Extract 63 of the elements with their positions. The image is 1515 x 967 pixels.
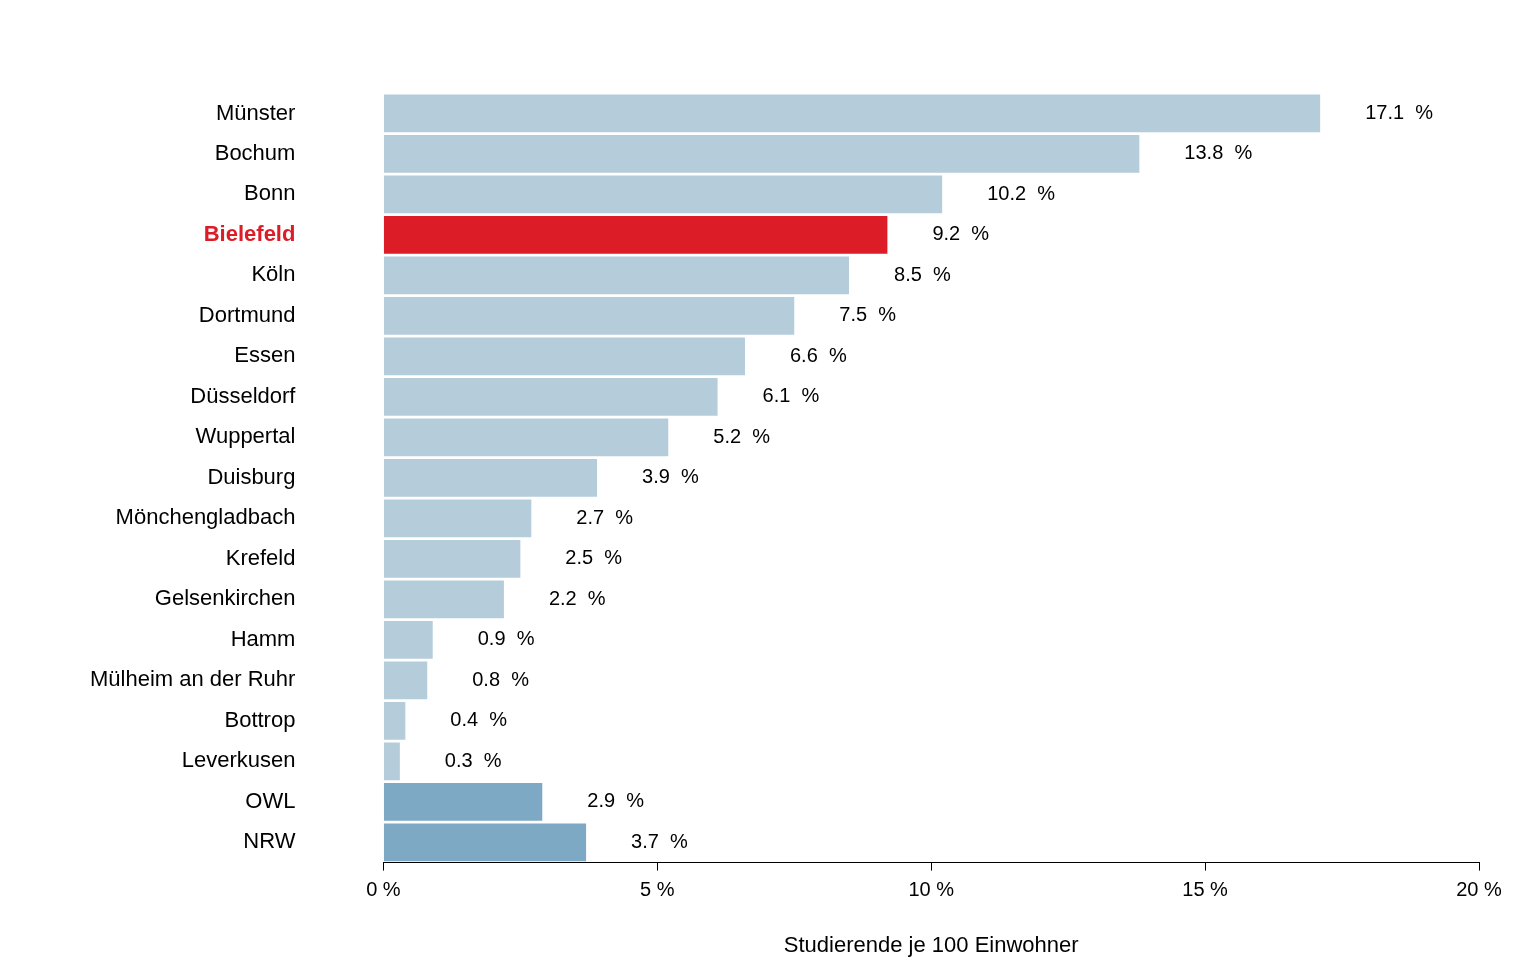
y-tick-label: Bochum [214,140,296,165]
data-label: 9.2 % [932,222,990,245]
data-label: 5.2 % [713,424,771,447]
bar [383,661,428,700]
data-label: 2.2 % [548,586,606,609]
bar [383,256,850,295]
data-label: 0.8 % [472,667,530,690]
y-tick-label: Bielefeld [203,220,296,246]
data-label: 0.3 % [444,748,502,771]
data-label: 3.9 % [642,465,699,488]
data-label: 10.2 % [987,181,1056,204]
bar [383,823,587,862]
x-tick-label: 10 % [908,878,955,901]
x-tick-label: 5 % [640,878,675,901]
bar [383,135,1140,173]
data-label: 6.1 % [762,384,820,407]
data-label: 2.5 % [565,546,623,569]
data-label: 17.1 % [1365,100,1434,123]
y-tick-label: Hamm [230,625,296,651]
data-label: 0.4 % [450,708,508,731]
x-tick-label: 15 % [1182,878,1229,901]
y-tick-label: Mülheim an der Ruhr [89,666,296,692]
bar [383,337,745,376]
data-label: 3.7 % [631,829,689,852]
bar [383,540,521,578]
bar [383,175,943,214]
y-tick-label: Dortmund [198,301,296,327]
bar [383,702,406,740]
bar [383,216,888,254]
y-tick-label: Krefeld [225,544,296,570]
bar [383,742,400,781]
bar [383,783,543,821]
y-tick-label: Essen [234,342,296,368]
bar [383,418,669,457]
y-tick-label: Leverkusen [181,747,296,773]
data-label: 8.5 % [894,262,951,285]
x-tick-label: 20 % [1456,878,1503,901]
x-axis-title: Studierende je 100 Einwohner [783,931,1079,957]
data-label: 0.9 % [477,627,535,650]
y-tick-label: Duisburg [207,463,296,489]
y-tick-label: NRW [243,828,296,854]
x-tick-label: 0 % [366,878,401,901]
y-tick-label: Münster [215,99,296,125]
y-tick-label: Wuppertal [195,423,296,449]
y-tick-label: OWL [245,787,296,813]
bar [383,499,532,538]
bar [383,297,795,335]
y-tick-label: Köln [251,261,296,287]
y-tick-label: Bottrop [224,706,296,732]
y-tick-label: Gelsenkirchen [154,585,296,611]
bar [383,580,504,619]
data-label: 7.5 % [839,303,897,326]
bar [383,94,1321,133]
data-label: 2.9 % [587,789,645,812]
data-label: 6.6 % [789,343,847,366]
data-label: 13.8 % [1184,141,1253,164]
y-tick-label: Bonn [244,180,296,206]
y-tick-label: Mönchengladbach [115,504,296,530]
y-tick-label: Düsseldorf [190,382,297,408]
bar [383,621,433,659]
bar [383,459,598,497]
bar [383,378,718,416]
data-label: 2.7 % [576,505,634,528]
